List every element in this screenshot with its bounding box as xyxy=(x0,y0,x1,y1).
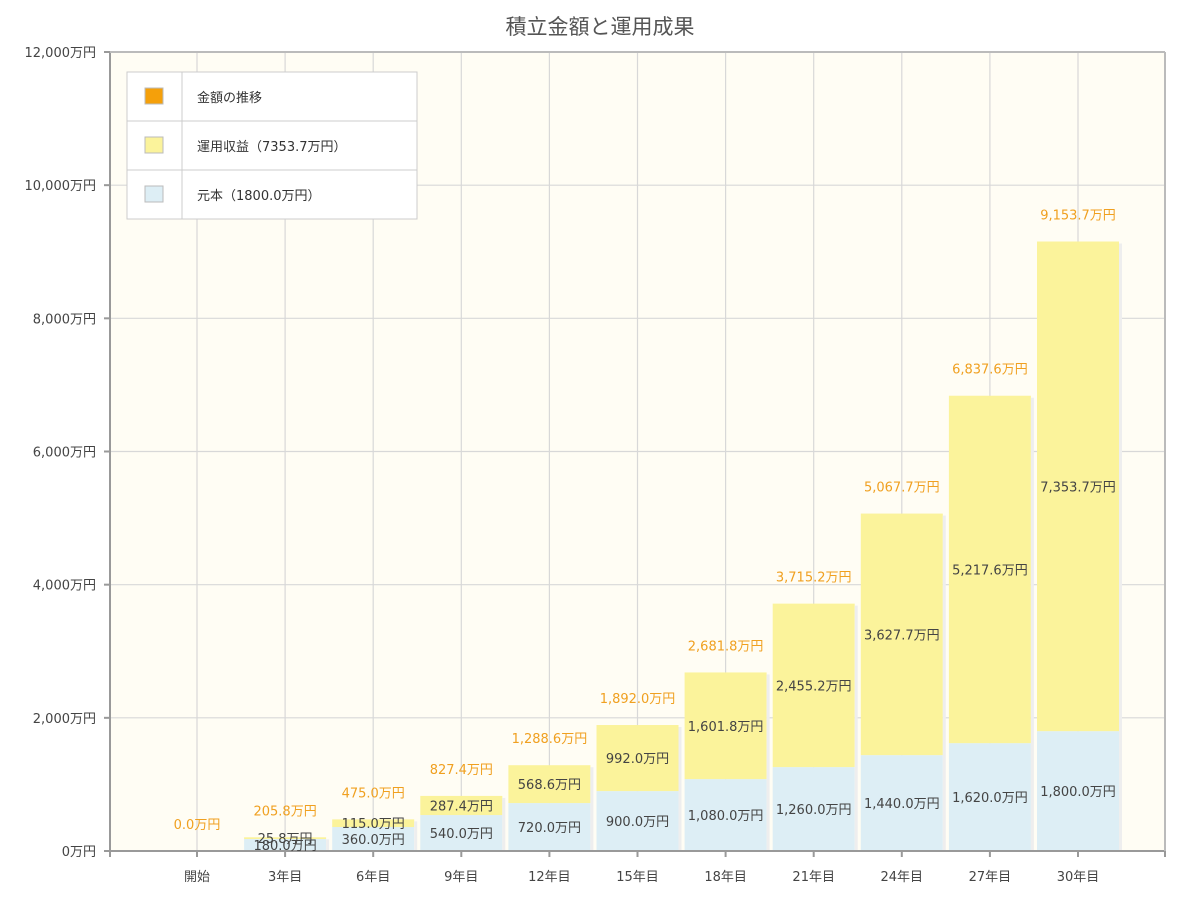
y-tick-label: 8,000万円 xyxy=(33,312,96,327)
bar-return-1 xyxy=(244,837,327,840)
bar-return-4 xyxy=(508,765,591,804)
legend-label-0: 金額の推移 xyxy=(197,90,262,106)
total-label-9: 6,837.6万円 xyxy=(952,363,1028,378)
bar-return-8 xyxy=(860,513,943,756)
principal-label-9: 1,620.0万円 xyxy=(952,791,1028,806)
bar-return-3 xyxy=(420,795,503,816)
principal-label-5: 900.0万円 xyxy=(606,815,669,830)
principal-label-8: 1,440.0万円 xyxy=(864,797,940,812)
bar-return-5 xyxy=(596,725,679,792)
principal-label-3: 540.0万円 xyxy=(430,827,493,842)
bar-principal-2 xyxy=(332,827,415,851)
x-tick-label: 6年目 xyxy=(356,870,390,885)
legend-swatch-1 xyxy=(144,136,164,154)
bar-principal-6 xyxy=(684,779,767,851)
bar-principal-3 xyxy=(420,815,503,851)
x-tick-label: 18年目 xyxy=(704,870,747,885)
bar-shadow-1 xyxy=(326,839,330,851)
bar-shadow-4 xyxy=(590,767,594,851)
y-tick-label: 4,000万円 xyxy=(33,579,96,594)
x-tick-label: 9年目 xyxy=(444,870,478,885)
bar-principal-5 xyxy=(596,791,679,851)
total-label-3: 827.4万円 xyxy=(430,763,493,778)
total-label-10: 9,153.7万円 xyxy=(1040,209,1116,224)
bar-shadow-7 xyxy=(854,605,858,851)
bar-return-2 xyxy=(332,819,415,828)
bar-return-10 xyxy=(1037,241,1119,732)
principal-label-1: 180.0万円 xyxy=(253,839,316,854)
return-label-5: 992.0万円 xyxy=(606,752,669,767)
total-label-8: 5,067.7万円 xyxy=(864,481,940,496)
return-label-9: 5,217.6万円 xyxy=(952,563,1028,578)
y-tick-label: 2,000万円 xyxy=(33,712,96,727)
principal-label-2: 360.0万円 xyxy=(342,833,405,848)
y-tick-label: 0万円 xyxy=(62,845,96,860)
bar-shadow-9 xyxy=(1030,397,1034,851)
return-label-2: 115.0万円 xyxy=(342,817,405,832)
bars xyxy=(244,241,1122,852)
legend-label-1: 運用収益（7353.7万円） xyxy=(197,140,347,155)
total-label-2: 475.0万円 xyxy=(342,786,405,801)
y-tick-label: 10,000万円 xyxy=(25,179,97,194)
principal-label-4: 720.0万円 xyxy=(518,821,581,836)
total-label-5: 1,892.0万円 xyxy=(600,692,676,707)
return-label-6: 1,601.8万円 xyxy=(688,720,764,735)
axes: 0万円 2,000万円 4,000万円 6,000万円 8,000万円 10,000万円 1… xyxy=(25,46,1166,885)
return-label-8: 3,627.7万円 xyxy=(864,628,940,643)
legend-swatch-0 xyxy=(144,87,164,105)
x-tick-label: 27年目 xyxy=(969,870,1012,885)
x-tick-label: 開始 xyxy=(184,870,210,885)
bar-shadow-10 xyxy=(1119,243,1122,852)
bar-shadow-5 xyxy=(678,727,682,851)
bar-shadow-2 xyxy=(414,821,418,851)
return-label-7: 2,455.2万円 xyxy=(776,679,852,694)
bar-shadow-8 xyxy=(942,515,946,851)
y-tick-label: 12,000万円 xyxy=(25,46,97,61)
total-label-0: 0.0万円 xyxy=(174,818,221,833)
principal-label-7: 1,260.0万円 xyxy=(776,803,852,818)
legend-swatch-2 xyxy=(144,185,164,203)
y-tick-label: 6,000万円 xyxy=(33,446,96,461)
x-tick-label: 12年目 xyxy=(528,870,571,885)
bar-shadow-6 xyxy=(766,674,770,851)
total-label-7: 3,715.2万円 xyxy=(776,571,852,586)
x-tick-label: 21年目 xyxy=(792,870,835,885)
total-label-4: 1,288.6万円 xyxy=(512,732,588,747)
chart-title: 積立金額と運用成果 xyxy=(506,15,695,39)
legend-label-2: 元本（1800.0万円） xyxy=(197,189,321,204)
return-label-1: 25.8万円 xyxy=(258,832,313,847)
x-tick-label: 24年目 xyxy=(881,870,924,885)
return-label-10: 7,353.7万円 xyxy=(1040,480,1116,495)
principal-label-6: 1,080.0万円 xyxy=(688,809,764,824)
bar-principal-4 xyxy=(508,803,591,851)
bar-principal-1 xyxy=(244,839,327,851)
bar-principal-9 xyxy=(948,743,1031,851)
x-tick-label: 15年目 xyxy=(616,870,659,885)
bar-return-9 xyxy=(948,395,1031,744)
principal-label-10: 1,800.0万円 xyxy=(1040,785,1116,800)
legend-box xyxy=(126,71,418,220)
x-tick-label: 30年目 xyxy=(1057,870,1100,885)
total-label-6: 2,681.8万円 xyxy=(688,639,764,654)
bar-principal-7 xyxy=(772,767,855,851)
bar-principal-10 xyxy=(1037,731,1119,851)
x-tick-label: 3年目 xyxy=(268,870,302,885)
bar-shadow-3 xyxy=(502,797,506,851)
bar-return-6 xyxy=(684,672,767,780)
return-label-4: 568.6万円 xyxy=(518,778,581,793)
bar-principal-8 xyxy=(860,755,943,851)
return-label-3: 287.4万円 xyxy=(430,799,493,814)
bar-return-7 xyxy=(772,603,855,768)
total-label-1: 205.8万円 xyxy=(253,804,316,819)
